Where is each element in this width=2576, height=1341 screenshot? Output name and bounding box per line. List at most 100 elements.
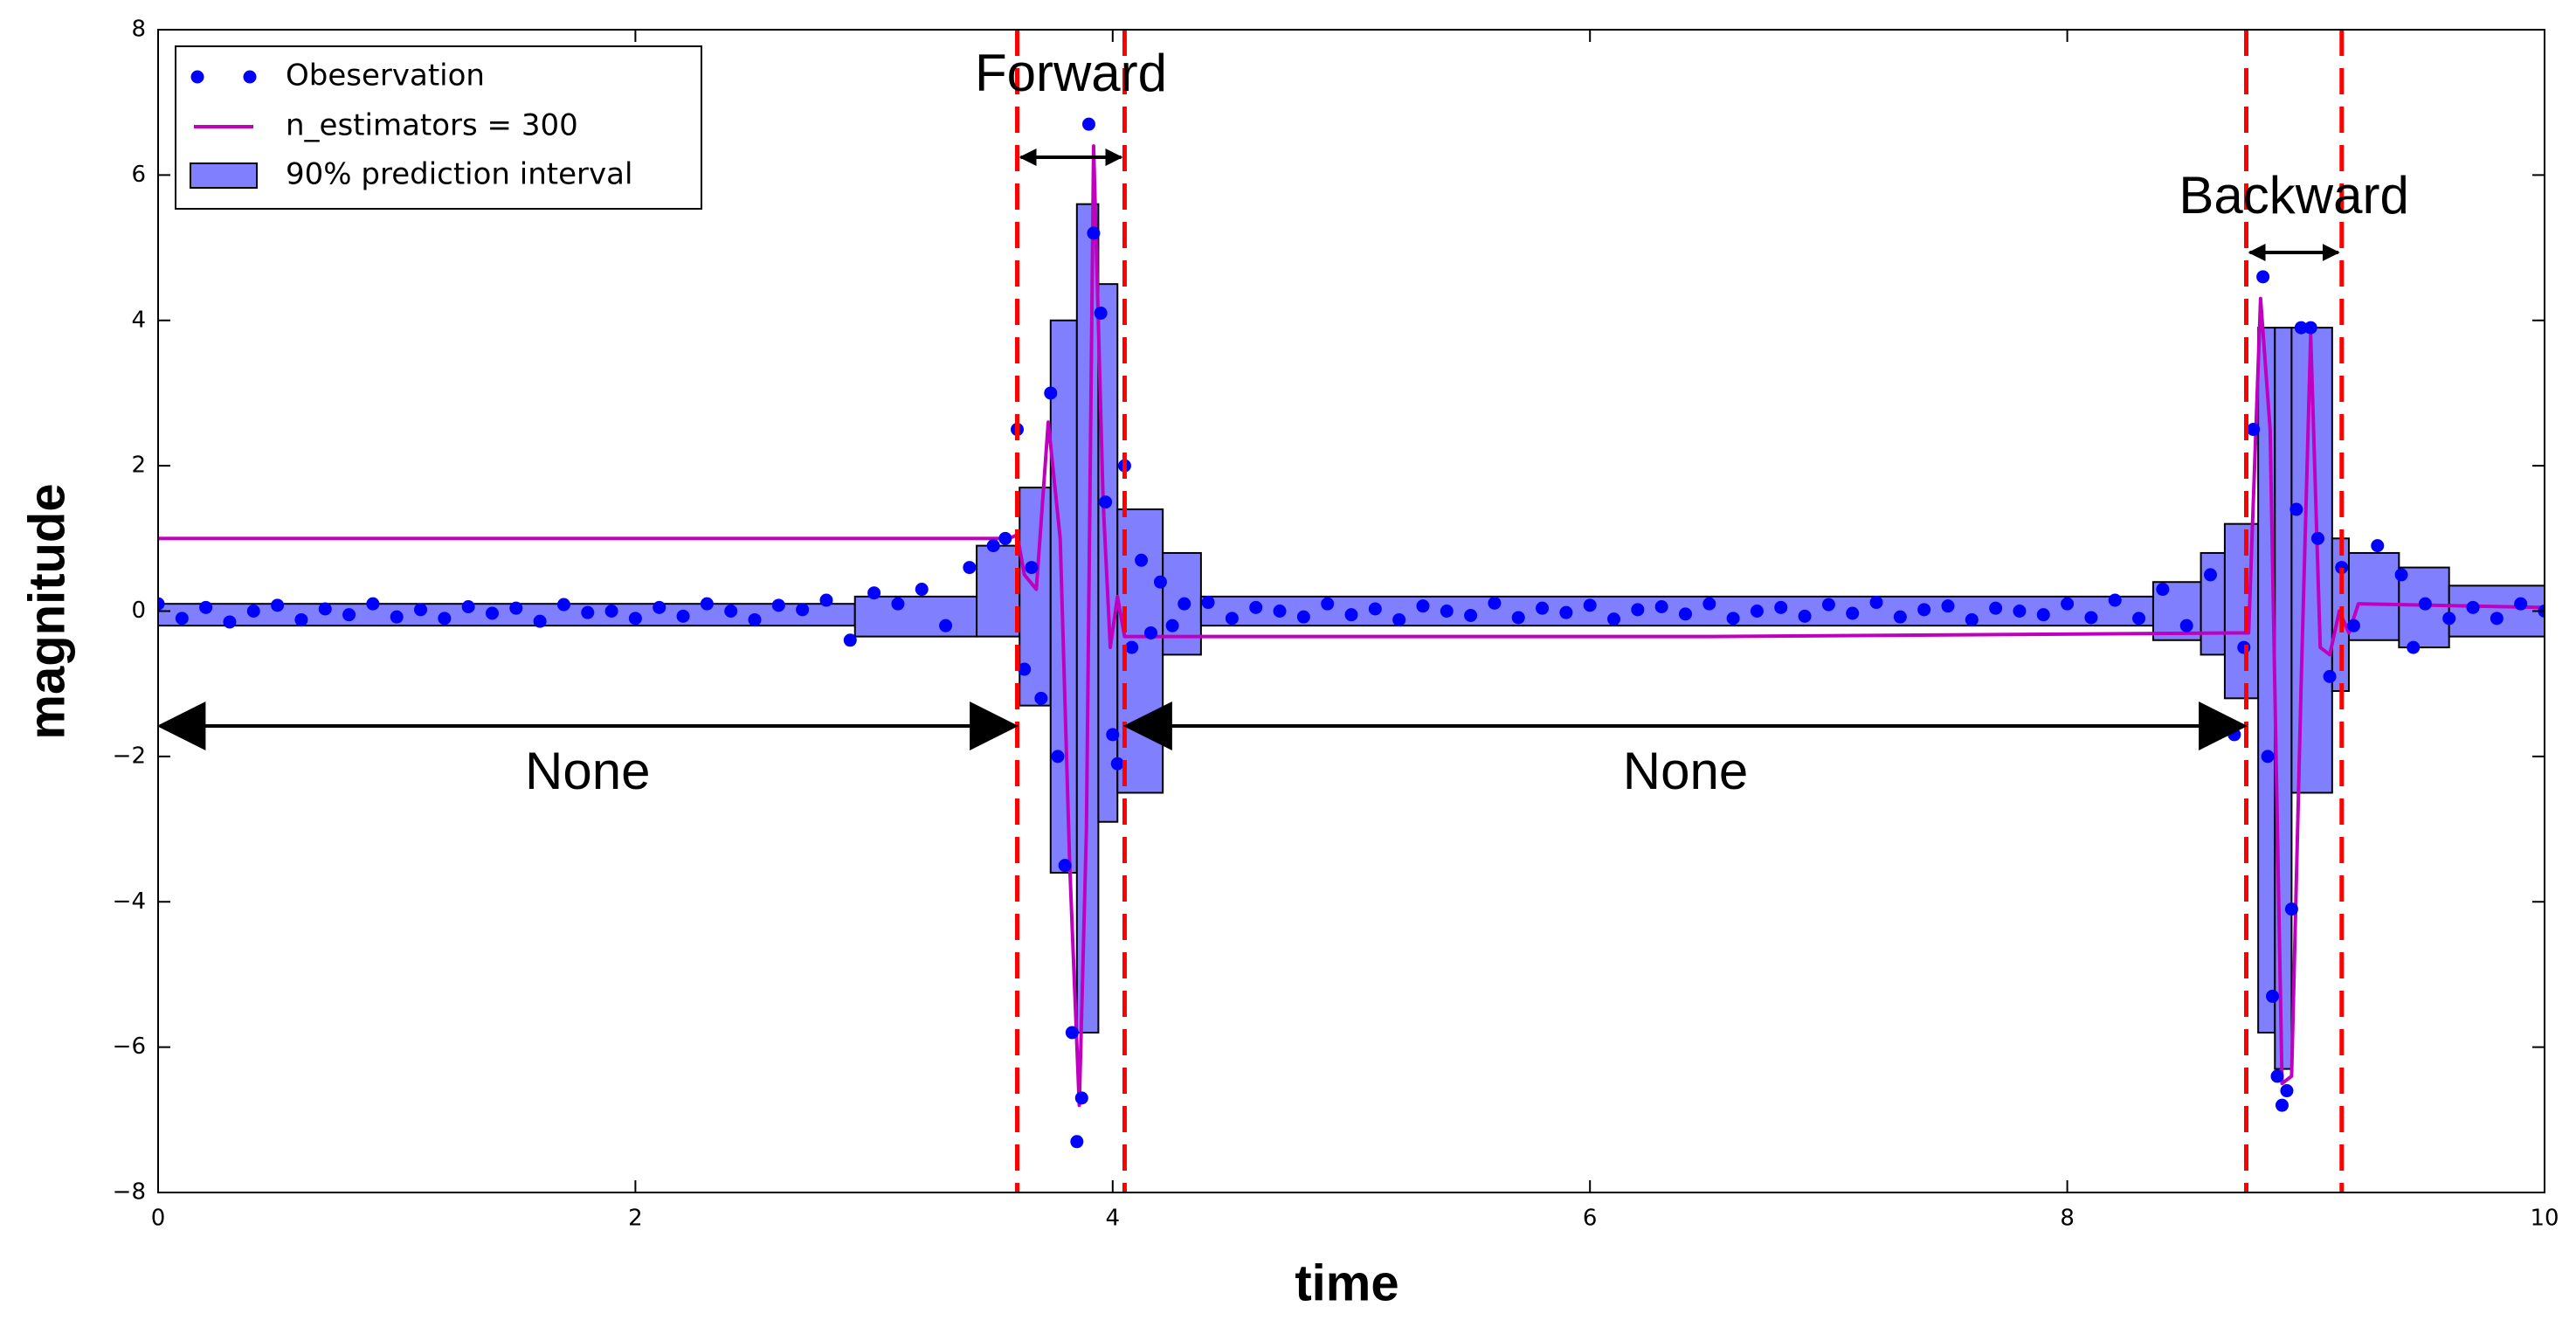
observation-point [2108, 593, 2122, 607]
observation-point [1392, 612, 1406, 626]
observation-point [390, 610, 404, 624]
y-tick-label: −4 [113, 888, 146, 915]
observation-point [867, 586, 881, 600]
observation-point [461, 600, 475, 614]
interval-step [2448, 584, 2545, 638]
y-axis-label: magnitude [18, 483, 75, 739]
observation-point [271, 598, 285, 612]
observation-point [1087, 226, 1101, 240]
y-tick-label: −2 [113, 743, 146, 769]
observation-point [1273, 605, 1287, 618]
observation-point [1099, 495, 1113, 509]
observation-point [1153, 575, 1167, 589]
observation-point [963, 561, 977, 575]
observation-point [1094, 306, 1108, 320]
y-tick-label: 0 [131, 598, 146, 624]
observation-point [1440, 605, 1454, 618]
interval-step [2223, 522, 2260, 700]
annotation-label: None [525, 742, 650, 800]
x-tick-label: 4 [1106, 1206, 1121, 1232]
observation-point [199, 600, 213, 614]
legend-marker [190, 162, 258, 189]
observation-point [1201, 596, 1215, 610]
observation-point [1296, 610, 1310, 624]
observation-point [915, 583, 929, 597]
observation-point [294, 612, 308, 626]
observation-point [2247, 423, 2261, 437]
observation-point [1607, 612, 1621, 626]
observation-point [700, 597, 714, 611]
x-tick-label: 2 [628, 1206, 643, 1232]
observation-point [1726, 612, 1740, 626]
observation-point [1368, 602, 1382, 616]
observation-point [2466, 600, 2480, 614]
observation-point [724, 605, 738, 618]
observation-point [1678, 607, 1692, 621]
observation-point [2490, 612, 2503, 626]
observation-point [1034, 691, 1048, 705]
interval-step [1097, 283, 1119, 823]
annotation-label: None [1623, 742, 1748, 800]
observation-point [158, 597, 165, 611]
observation-point [998, 531, 1012, 545]
observation-point [2261, 750, 2275, 764]
observation-point [1869, 596, 1883, 610]
observation-point [533, 614, 547, 628]
observation-point [1074, 1091, 1088, 1105]
observation-point [1070, 1135, 1084, 1149]
observation-point [2227, 728, 2241, 742]
observation-point [2284, 902, 2298, 916]
estimate-line [158, 144, 2545, 1108]
observation-point [748, 612, 762, 626]
observation-point [1125, 640, 1139, 654]
observation-point [1488, 596, 1502, 610]
observation-point [2013, 605, 2027, 618]
observation-point [1702, 597, 1716, 611]
observation-point [2084, 611, 2098, 625]
observation-point [2418, 597, 2432, 611]
observation-point [2346, 619, 2360, 632]
y-tick-label: 6 [131, 162, 146, 188]
observation-point [2179, 619, 2193, 632]
observation-point [2294, 321, 2308, 335]
observation-point [819, 593, 833, 607]
observation-point [1583, 598, 1597, 612]
observation-point [2061, 597, 2075, 611]
observation-point [1051, 750, 1065, 764]
observation-point [891, 597, 905, 611]
observation-point [2204, 568, 2218, 582]
legend-box [175, 45, 702, 210]
plot-area [158, 117, 2545, 1149]
observation-point [1081, 117, 1095, 131]
observation-point [2275, 1098, 2289, 1112]
observation-point [1165, 619, 1179, 632]
observation-point [1135, 553, 1149, 567]
observation-point [604, 605, 618, 618]
observation-point [1821, 598, 1835, 612]
observation-point [2237, 640, 2251, 654]
observation-point [676, 609, 690, 623]
interval-step [2257, 327, 2276, 1033]
observation-point [2036, 608, 2050, 622]
y-tick-label: −8 [113, 1179, 146, 1206]
observation-point [1144, 626, 1158, 639]
observation-point [2310, 531, 2324, 545]
observation-point [1893, 610, 1907, 624]
legend-label: n_estimators = 300 [286, 108, 578, 143]
x-tick-label: 0 [151, 1206, 166, 1232]
interval-step [1199, 595, 2154, 627]
legend-marker [243, 70, 257, 84]
observation-point [1110, 757, 1124, 771]
observation-point [1416, 599, 1430, 613]
observation-point [342, 608, 356, 622]
observation-point [1106, 728, 1120, 742]
observation-point [556, 598, 570, 612]
observation-point [1321, 597, 1335, 611]
observation-point [1178, 597, 1191, 611]
legend-label: 90% prediction interval [286, 157, 632, 192]
observation-point [628, 612, 642, 626]
observation-point [2394, 568, 2408, 582]
observation-point [2442, 612, 2456, 626]
